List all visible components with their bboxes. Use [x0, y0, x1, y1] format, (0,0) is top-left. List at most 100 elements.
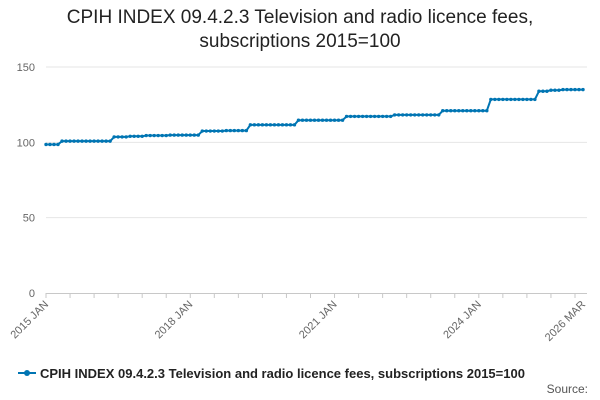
data-point	[497, 97, 501, 102]
x-tick-label: 2024 JAN	[441, 299, 484, 342]
chart-title-line-1: CPIH INDEX 09.4.2.3 Television and radio…	[66, 7, 534, 28]
data-point	[236, 128, 241, 133]
y-tick-label: 50	[23, 213, 35, 225]
data-point	[140, 134, 144, 139]
data-point	[501, 97, 505, 102]
chart-title: CPIH INDEX 09.4.2.3 Television and radio…	[0, 6, 600, 54]
data-point	[356, 114, 361, 119]
data-point	[569, 87, 573, 92]
data-point	[252, 123, 257, 127]
data-point	[441, 108, 445, 113]
x-tick-label: 2026 MAR	[543, 299, 588, 344]
data-point	[489, 97, 493, 102]
data-point	[517, 97, 521, 102]
data-point	[196, 133, 200, 137]
data-point	[52, 142, 56, 147]
data-point	[220, 129, 225, 133]
data-point	[216, 129, 221, 133]
data-point	[404, 113, 409, 117]
data-point	[380, 114, 385, 119]
legend[interactable]: CPIH INDEX 09.4.2.3 Television and radio…	[18, 364, 525, 382]
data-point	[493, 97, 497, 102]
data-point	[445, 108, 449, 113]
data-point	[332, 118, 337, 122]
data-point	[396, 113, 401, 117]
data-point	[152, 133, 156, 138]
data-point	[465, 108, 469, 113]
data-point	[308, 118, 313, 122]
y-tick-label: 100	[17, 137, 35, 149]
data-point	[224, 128, 229, 133]
data-point	[68, 139, 72, 143]
source-label: Source:	[546, 382, 588, 396]
data-point	[56, 142, 60, 147]
data-point	[284, 123, 289, 127]
data-point	[304, 118, 309, 122]
data-point	[412, 113, 417, 117]
data-point	[72, 139, 76, 143]
data-point	[364, 114, 369, 119]
data-point	[244, 128, 249, 133]
data-point	[280, 123, 285, 127]
x-tick-label: 2015 JAN	[8, 299, 51, 342]
data-point	[525, 97, 529, 102]
data-point	[208, 129, 213, 133]
chart-title-line-2: subscriptions 2015=100	[199, 31, 401, 52]
data-point	[425, 113, 429, 117]
data-point	[144, 133, 148, 138]
data-point	[132, 134, 136, 139]
data-point	[320, 118, 325, 122]
data-point	[160, 133, 164, 138]
data-point	[268, 123, 273, 127]
data-point	[421, 113, 425, 117]
data-point	[328, 118, 333, 122]
data-point	[116, 135, 120, 139]
data-point	[112, 135, 116, 139]
data-point	[264, 123, 269, 127]
y-tick-label: 0	[29, 288, 35, 300]
data-point	[433, 113, 437, 117]
data-point	[505, 97, 509, 102]
data-point	[573, 87, 577, 92]
data-point	[545, 89, 549, 93]
data-point	[128, 134, 132, 139]
gridlines	[46, 66, 587, 219]
data-point	[316, 118, 321, 122]
data-point	[240, 128, 245, 133]
data-point	[408, 113, 413, 117]
data-point	[176, 133, 180, 137]
data-point	[248, 123, 253, 127]
data-point	[581, 87, 585, 92]
data-point	[164, 133, 168, 138]
data-point	[577, 87, 581, 92]
data-point	[469, 108, 473, 113]
data-point	[288, 123, 293, 127]
data-point	[529, 97, 533, 102]
data-point	[565, 87, 569, 92]
data-point	[537, 89, 541, 93]
data-point	[44, 142, 48, 147]
data-point	[437, 113, 441, 117]
data-point	[388, 114, 393, 119]
data-point	[188, 133, 192, 137]
data-point	[533, 97, 537, 102]
data-point	[200, 129, 204, 133]
data-point	[473, 108, 477, 113]
data-point	[561, 87, 565, 92]
x-axis-tick-labels: 2015 JAN 2018 JAN 2021 JAN 2024 JAN 2026 MAR	[8, 299, 588, 344]
data-point	[100, 139, 104, 143]
data-point	[372, 114, 377, 119]
data-point	[461, 108, 465, 113]
data-point	[136, 134, 140, 139]
data-point	[104, 139, 108, 143]
data-point	[260, 123, 265, 127]
data-point	[352, 114, 357, 119]
data-point	[449, 108, 453, 113]
data-point	[172, 133, 176, 137]
data-point	[429, 113, 433, 117]
data-point	[80, 139, 84, 143]
x-tick-label: 2021 JAN	[297, 299, 340, 342]
data-point	[557, 88, 561, 92]
data-point	[336, 118, 341, 122]
data-point	[204, 129, 208, 133]
